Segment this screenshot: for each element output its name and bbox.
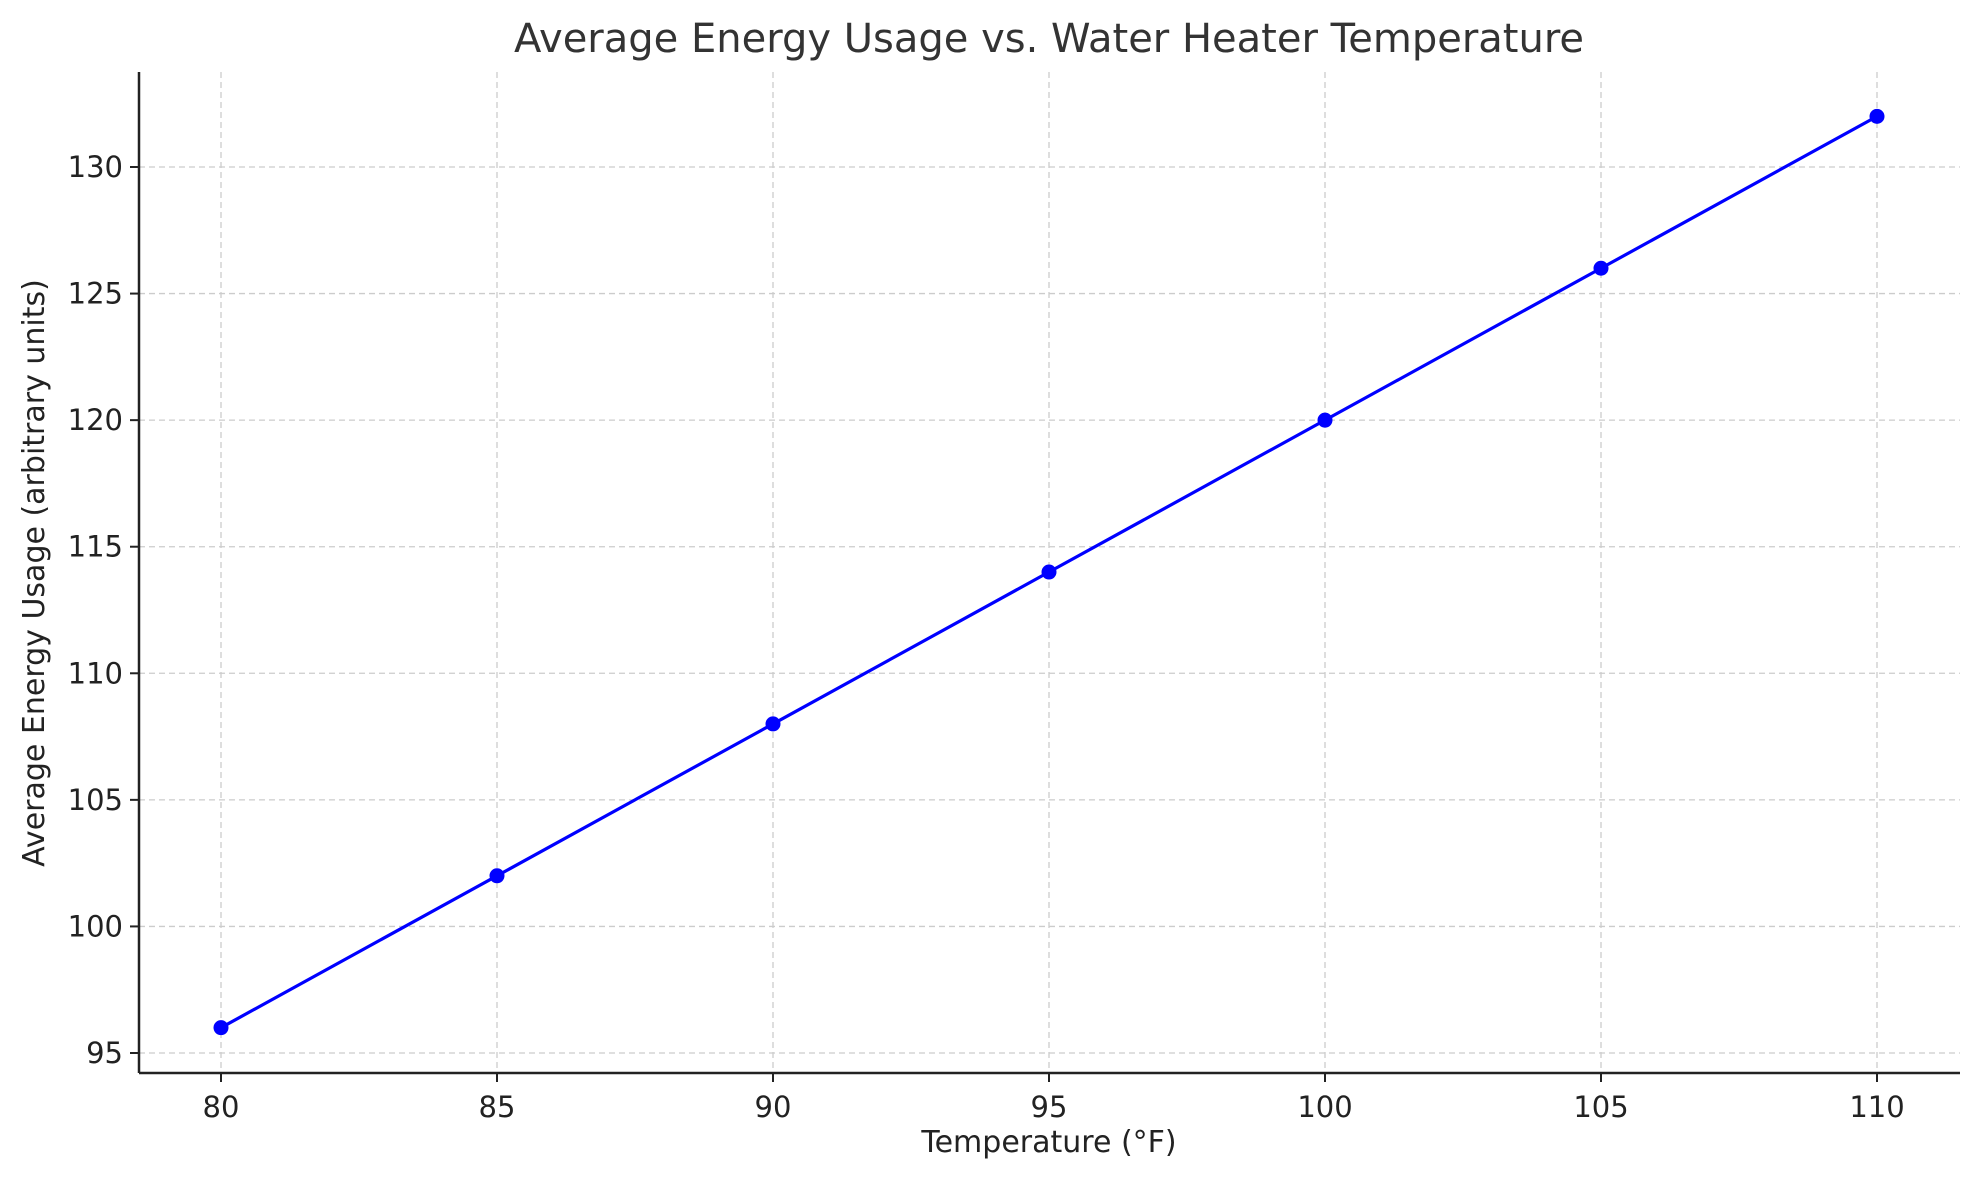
data-point bbox=[213, 1020, 229, 1036]
chart-title: Average Energy Usage vs. Water Heater Te… bbox=[514, 16, 1584, 62]
x-axis-label: Temperature (°F) bbox=[920, 1125, 1176, 1160]
data-point bbox=[1593, 260, 1609, 276]
x-tick-label: 85 bbox=[479, 1090, 516, 1124]
y-tick-label: 100 bbox=[68, 909, 123, 943]
data-point bbox=[765, 716, 781, 732]
y-tick-label: 110 bbox=[68, 656, 123, 690]
x-tick-label: 90 bbox=[755, 1090, 792, 1124]
y-tick-label: 95 bbox=[86, 1036, 123, 1070]
x-tick-label: 105 bbox=[1573, 1090, 1628, 1124]
y-tick-label: 130 bbox=[68, 150, 123, 184]
y-tick-label: 125 bbox=[68, 277, 123, 311]
data-point bbox=[1869, 108, 1885, 124]
y-tick-label: 120 bbox=[68, 403, 123, 437]
x-tick-label: 110 bbox=[1849, 1090, 1904, 1124]
data-point bbox=[1317, 412, 1333, 428]
data-point bbox=[1041, 564, 1057, 580]
x-tick-label: 95 bbox=[1031, 1090, 1068, 1124]
y-tick-label: 105 bbox=[68, 783, 123, 817]
y-tick-label: 115 bbox=[68, 530, 123, 564]
x-tick-label: 100 bbox=[1297, 1090, 1352, 1124]
y-axis-label: Average Energy Usage (arbitrary units) bbox=[17, 279, 52, 867]
data-point bbox=[489, 868, 505, 884]
x-tick-label: 80 bbox=[203, 1090, 240, 1124]
